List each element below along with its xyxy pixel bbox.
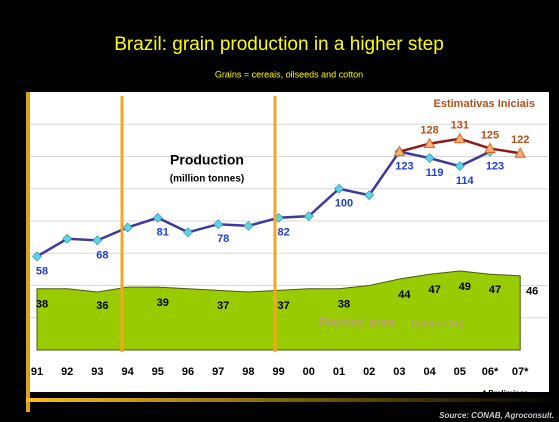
annotation: Planted area [318,314,396,329]
data-label: 39 [157,297,169,309]
data-label: 37 [277,300,289,312]
source: Source: CONAB, Agroconsult. [439,411,554,420]
gold-bar-horizontal [26,398,559,402]
data-label: 46 [526,286,538,298]
x-tick-label: 99 [272,366,284,378]
marker [424,153,435,164]
data-label: 81 [157,227,169,239]
x-tick-label: 02 [363,366,375,378]
data-label: 38 [36,299,48,311]
area [36,270,521,351]
marker [243,220,254,231]
marker [364,190,375,201]
data-label: 38 [338,299,350,311]
note: * Preliminar [483,389,528,398]
plot: 91 92 93 94 95 96 97 98 99 00 01 02 03 04 05 06* 07* 38 36… [30,120,549,378]
x-tick-label: 04 [423,366,436,378]
marker [122,222,133,233]
x-tick-label: 94 [121,366,134,378]
annotation: Estimativas Iniciais [434,98,536,110]
data-label: 47 [428,284,440,296]
data-label: 131 [451,120,469,132]
data-label: 47 [489,284,501,296]
x-tick-label: 00 [303,366,315,378]
marker [152,212,163,223]
marker [514,147,527,158]
chart-subtitle: Grains = cereais, oilseeds and cotton [215,69,363,79]
data-label: 123 [395,161,413,173]
data-label: 122 [511,134,529,146]
annotation: (million tonnes) [170,174,244,185]
data-label: 123 [486,161,504,173]
gold-bar-vertical [26,92,30,412]
data-label: 44 [398,289,411,301]
annotation: (million ha) [411,319,464,330]
x-tick-label: 95 [152,366,164,378]
line [36,150,491,258]
x-tick-label: 06* [482,366,499,378]
annotation: Production [170,152,244,168]
data-label: 58 [36,265,48,277]
data-label: 78 [217,233,229,245]
marker [183,227,193,238]
x-tick-label: 07* [512,366,529,378]
data-label: 68 [96,249,108,261]
marker [334,183,344,194]
marker [213,219,224,230]
x-tick-label: 93 [91,366,103,378]
data-label: 82 [277,227,289,239]
x-tick-label: 98 [242,366,254,378]
marker [92,235,103,246]
data-label: 119 [426,167,444,179]
marker [484,142,496,153]
data-label: 100 [335,198,353,210]
x-tick-label: 05 [454,366,466,378]
data-label: 114 [456,175,475,187]
data-label: 49 [459,281,471,293]
marker [32,251,42,262]
x-tick-label: 91 [31,366,43,378]
marker [454,161,465,172]
data-label: 125 [481,129,499,141]
data-label: 36 [96,300,108,312]
marker [393,145,406,157]
x-tick-label: 01 [333,366,345,378]
x-tick-label: 97 [212,366,224,378]
data-label: 128 [420,125,438,137]
marker [423,137,436,149]
marker [453,132,466,144]
marker [62,233,73,244]
x-tick-label: 92 [61,366,73,378]
data-label: 37 [217,300,229,312]
x-tick-label: 03 [393,366,405,378]
x-tick-label: 96 [182,366,194,378]
chart-title: Brazil: grain production in a higher ste… [114,34,444,55]
marker [303,211,314,222]
